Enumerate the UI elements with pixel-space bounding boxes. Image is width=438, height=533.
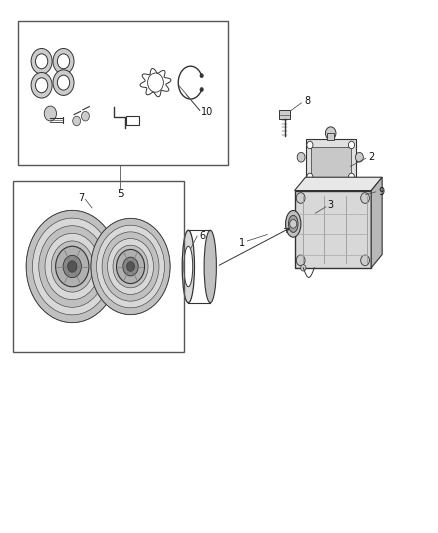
Circle shape	[26, 211, 118, 322]
Bar	[294, 191, 371, 268]
Circle shape	[349, 141, 354, 149]
Circle shape	[117, 249, 145, 284]
Circle shape	[307, 141, 313, 149]
Circle shape	[44, 106, 57, 121]
Circle shape	[290, 220, 297, 228]
Bar	[311, 147, 350, 179]
Circle shape	[57, 54, 70, 69]
Bar	[126, 116, 139, 125]
Polygon shape	[371, 177, 382, 268]
Ellipse shape	[204, 230, 216, 303]
Circle shape	[57, 75, 70, 90]
Text: 8: 8	[304, 96, 311, 106]
Text: 2: 2	[368, 152, 374, 162]
Bar	[13, 181, 184, 352]
Circle shape	[81, 111, 89, 121]
Circle shape	[96, 225, 164, 308]
Circle shape	[200, 74, 203, 78]
Bar	[305, 139, 356, 184]
Circle shape	[91, 219, 170, 314]
Text: 5: 5	[117, 189, 124, 199]
Text: 3: 3	[328, 200, 334, 210]
Text: 6: 6	[199, 231, 205, 240]
Circle shape	[349, 173, 354, 181]
Circle shape	[45, 233, 99, 300]
Circle shape	[325, 127, 336, 140]
Circle shape	[200, 87, 203, 92]
Ellipse shape	[286, 211, 301, 237]
Circle shape	[123, 257, 138, 276]
Bar	[18, 21, 228, 165]
Circle shape	[356, 152, 364, 162]
Circle shape	[53, 49, 74, 74]
Circle shape	[32, 218, 112, 315]
Circle shape	[56, 246, 89, 287]
Polygon shape	[294, 177, 382, 191]
Circle shape	[31, 72, 52, 98]
Ellipse shape	[182, 230, 194, 303]
Bar	[279, 110, 290, 119]
Text: 9: 9	[379, 187, 385, 197]
Circle shape	[73, 116, 81, 126]
Text: 10: 10	[201, 107, 213, 117]
Circle shape	[307, 173, 313, 181]
Text: 1: 1	[239, 238, 245, 248]
Circle shape	[113, 245, 148, 288]
Circle shape	[63, 255, 81, 278]
Circle shape	[31, 49, 52, 74]
Circle shape	[296, 255, 305, 266]
Circle shape	[296, 193, 305, 204]
Bar	[327, 133, 334, 140]
Circle shape	[107, 239, 153, 294]
Text: 7: 7	[78, 193, 84, 203]
Circle shape	[53, 70, 74, 95]
Circle shape	[35, 78, 48, 93]
Circle shape	[67, 261, 77, 272]
Ellipse shape	[288, 215, 298, 232]
Circle shape	[102, 232, 159, 301]
Circle shape	[148, 73, 163, 92]
Circle shape	[51, 241, 93, 292]
Circle shape	[35, 54, 48, 69]
Ellipse shape	[184, 246, 193, 287]
Circle shape	[26, 211, 118, 322]
Circle shape	[91, 219, 170, 314]
Circle shape	[361, 255, 370, 266]
Circle shape	[300, 265, 306, 271]
Circle shape	[39, 226, 106, 307]
Circle shape	[127, 262, 134, 271]
Circle shape	[361, 193, 370, 204]
Circle shape	[297, 152, 305, 162]
